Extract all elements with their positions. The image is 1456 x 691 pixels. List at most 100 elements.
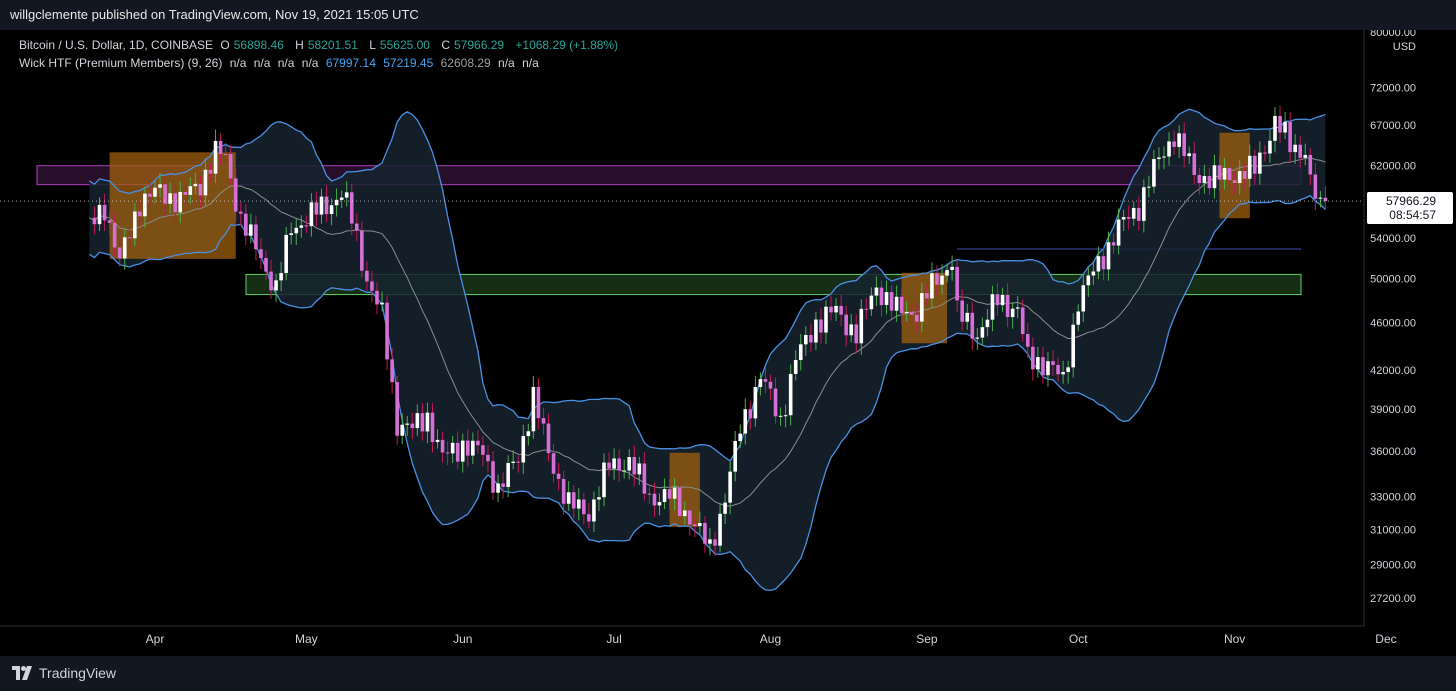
candle xyxy=(945,263,949,283)
candle xyxy=(309,193,314,237)
candle xyxy=(319,188,324,224)
candle xyxy=(753,375,758,427)
x-tick-label: Apr xyxy=(146,632,165,646)
candle xyxy=(1288,112,1292,163)
published-text: willgclemente published on TradingView.c… xyxy=(10,7,419,22)
candle xyxy=(975,327,980,350)
candle xyxy=(208,163,213,182)
candle xyxy=(339,190,344,208)
candle xyxy=(627,449,632,480)
candle xyxy=(450,435,455,464)
candle xyxy=(198,176,203,207)
candle xyxy=(1036,346,1040,378)
candle xyxy=(839,294,843,327)
candle xyxy=(551,443,556,483)
candle xyxy=(122,227,127,270)
symbol-title[interactable]: Bitcoin / U.S. Dollar, 1D, COINBASE xyxy=(19,38,214,52)
candle xyxy=(980,317,985,346)
candle xyxy=(748,401,753,430)
candle xyxy=(440,431,445,463)
candle xyxy=(521,424,526,475)
candle xyxy=(809,323,813,352)
candle xyxy=(657,493,662,516)
candle xyxy=(173,183,177,220)
price-chart[interactable]: 27200.00 29000.00 31000.00 33000.00 36000.00… xyxy=(0,30,1456,656)
candle xyxy=(935,265,939,297)
candle xyxy=(1197,167,1202,195)
candle xyxy=(329,198,334,226)
candle xyxy=(1121,209,1126,232)
candle xyxy=(703,516,707,553)
candle xyxy=(834,298,838,322)
candle xyxy=(844,305,848,347)
candle xyxy=(990,285,995,332)
candle xyxy=(930,262,934,309)
candle xyxy=(92,206,97,235)
candle xyxy=(259,238,263,270)
candle xyxy=(496,474,500,503)
candle xyxy=(1152,150,1156,194)
candle xyxy=(228,145,233,185)
candle xyxy=(1242,163,1247,188)
candle xyxy=(582,492,586,525)
tradingview-logo-icon xyxy=(12,666,32,680)
tradingview-logo[interactable]: TradingView xyxy=(12,664,116,682)
candle xyxy=(728,461,732,515)
candle xyxy=(430,403,435,453)
candle xyxy=(355,212,359,242)
candle xyxy=(1268,129,1272,163)
candle xyxy=(516,455,521,473)
candle xyxy=(879,280,884,317)
candle xyxy=(854,314,859,354)
candle xyxy=(435,429,440,449)
currency-label: USD xyxy=(1393,41,1416,53)
candle xyxy=(884,280,889,315)
candle xyxy=(849,314,854,343)
candle xyxy=(465,429,470,468)
candle xyxy=(985,309,990,337)
candle xyxy=(385,295,389,371)
candle xyxy=(133,203,137,247)
candle xyxy=(773,377,778,424)
bollinger-band-fill xyxy=(89,109,1326,591)
ohlc-legend: Bitcoin / U.S. Dollar, 1D, COINBASE O 568… xyxy=(19,38,619,52)
candle xyxy=(783,404,788,428)
candle xyxy=(183,181,188,207)
candle xyxy=(506,455,510,498)
candle xyxy=(158,173,162,198)
candle xyxy=(662,478,667,510)
candle xyxy=(1096,246,1101,280)
candle xyxy=(617,449,621,482)
bollinger-lower-band xyxy=(89,194,1326,592)
candle xyxy=(1147,175,1151,198)
y-tick-label: 72000.00 xyxy=(1370,82,1416,94)
candle xyxy=(1031,337,1035,381)
highlight-block xyxy=(901,272,948,344)
candle xyxy=(168,182,172,214)
candle xyxy=(460,433,465,473)
candle xyxy=(864,298,869,320)
candle xyxy=(112,212,117,257)
candle xyxy=(536,378,541,430)
low-value: 55625.00 xyxy=(379,38,430,52)
candle xyxy=(249,213,253,244)
candle xyxy=(238,201,243,226)
candle xyxy=(1293,134,1297,164)
candle xyxy=(1046,352,1050,387)
candle xyxy=(233,167,238,222)
candle xyxy=(314,191,319,227)
x-tick-label: Nov xyxy=(1224,632,1245,646)
candle xyxy=(687,499,692,536)
indicator-title[interactable]: Wick HTF (Premium Members) (9, 26) xyxy=(19,56,223,70)
upper-band-value: 67997.14 xyxy=(325,56,376,70)
candle xyxy=(1232,171,1237,194)
indicator-legend: Wick HTF (Premium Members) (9, 26) n/a n… xyxy=(19,56,539,70)
candle xyxy=(1025,323,1030,358)
candle xyxy=(476,430,480,454)
candle xyxy=(501,472,505,499)
candle xyxy=(642,452,647,501)
candle xyxy=(107,211,112,235)
candle xyxy=(541,407,546,435)
candle xyxy=(531,375,536,439)
candle xyxy=(693,517,697,538)
